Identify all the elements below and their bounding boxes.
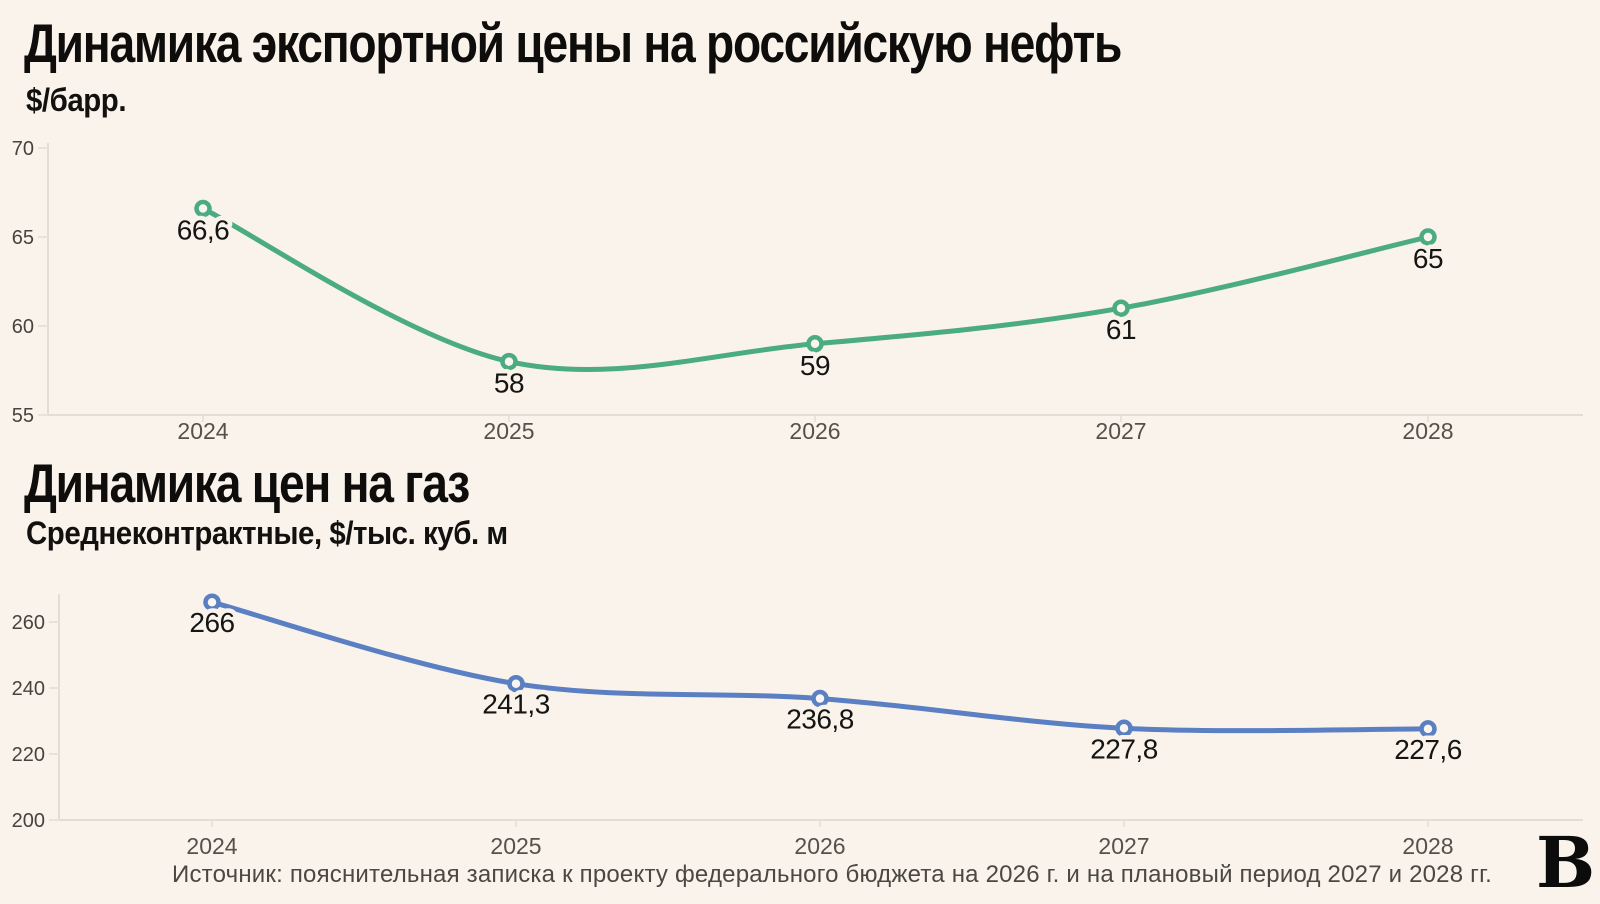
data-point-marker [1112,299,1130,317]
gas-chart-title: Динамика цен на газ [24,452,470,514]
data-point-label: 59 [800,350,830,381]
y-tick-label: 260 [12,612,45,634]
data-point-marker [806,335,824,353]
x-tick-label: 2028 [1402,418,1453,444]
data-point-label: 66,6 [177,215,230,246]
oil-chart-title: Динамика экспортной цены на российскую н… [24,12,1122,74]
y-tick-label: 240 [12,678,45,700]
data-point-marker [811,689,829,708]
data-point-label: 65 [1413,243,1443,274]
x-tick-label: 2025 [483,418,534,444]
y-tick-label: 200 [12,810,45,832]
x-tick-label: 2028 [1402,833,1453,859]
x-tick-label: 2024 [186,833,237,859]
vedomosti-logo: В [1536,821,1596,904]
data-point-marker [500,352,518,371]
data-point-label: 61 [1106,314,1136,345]
y-tick-label: 65 [12,227,34,249]
x-tick-label: 2026 [794,833,845,859]
data-point-label: 58 [494,368,524,399]
y-tick-label: 55 [12,405,34,427]
data-point-label: 227,6 [1394,734,1462,765]
oil-price-line-chart: 55 60 65 70 2024 2025 2026 2027 2028 66,6 58 59 61 65 [12,138,1583,444]
y-tick-label: 220 [12,744,45,766]
y-tick-label: 60 [12,316,34,338]
data-point-marker [507,674,525,693]
data-point-label: 241,3 [482,689,550,720]
data-point-label: 266 [189,607,234,638]
x-tick-label: 2025 [490,833,541,859]
source-caption: Источник: пояснительная записка к проект… [172,861,1492,888]
data-point-marker [1419,228,1437,246]
y-tick-label: 70 [12,138,34,160]
data-point-marker [194,199,212,218]
gas-price-line-chart: 200 220 240 260 2024 2025 2026 2027 2028 266 241,3… [12,593,1583,859]
x-tick-label: 2026 [789,418,840,444]
data-point-label: 236,8 [786,704,854,735]
x-tick-label: 2024 [177,418,228,444]
data-point-label: 227,8 [1090,733,1158,764]
gas-chart-subtitle: Среднеконтрактные, $/тыс. куб. м [26,515,508,551]
oil-chart-subtitle: $/барр. [26,82,127,118]
data-point-marker [203,593,221,611]
x-tick-label: 2027 [1098,833,1149,859]
data-point-marker [1115,719,1133,738]
data-point-marker [1419,720,1437,738]
x-tick-label: 2027 [1095,418,1146,444]
